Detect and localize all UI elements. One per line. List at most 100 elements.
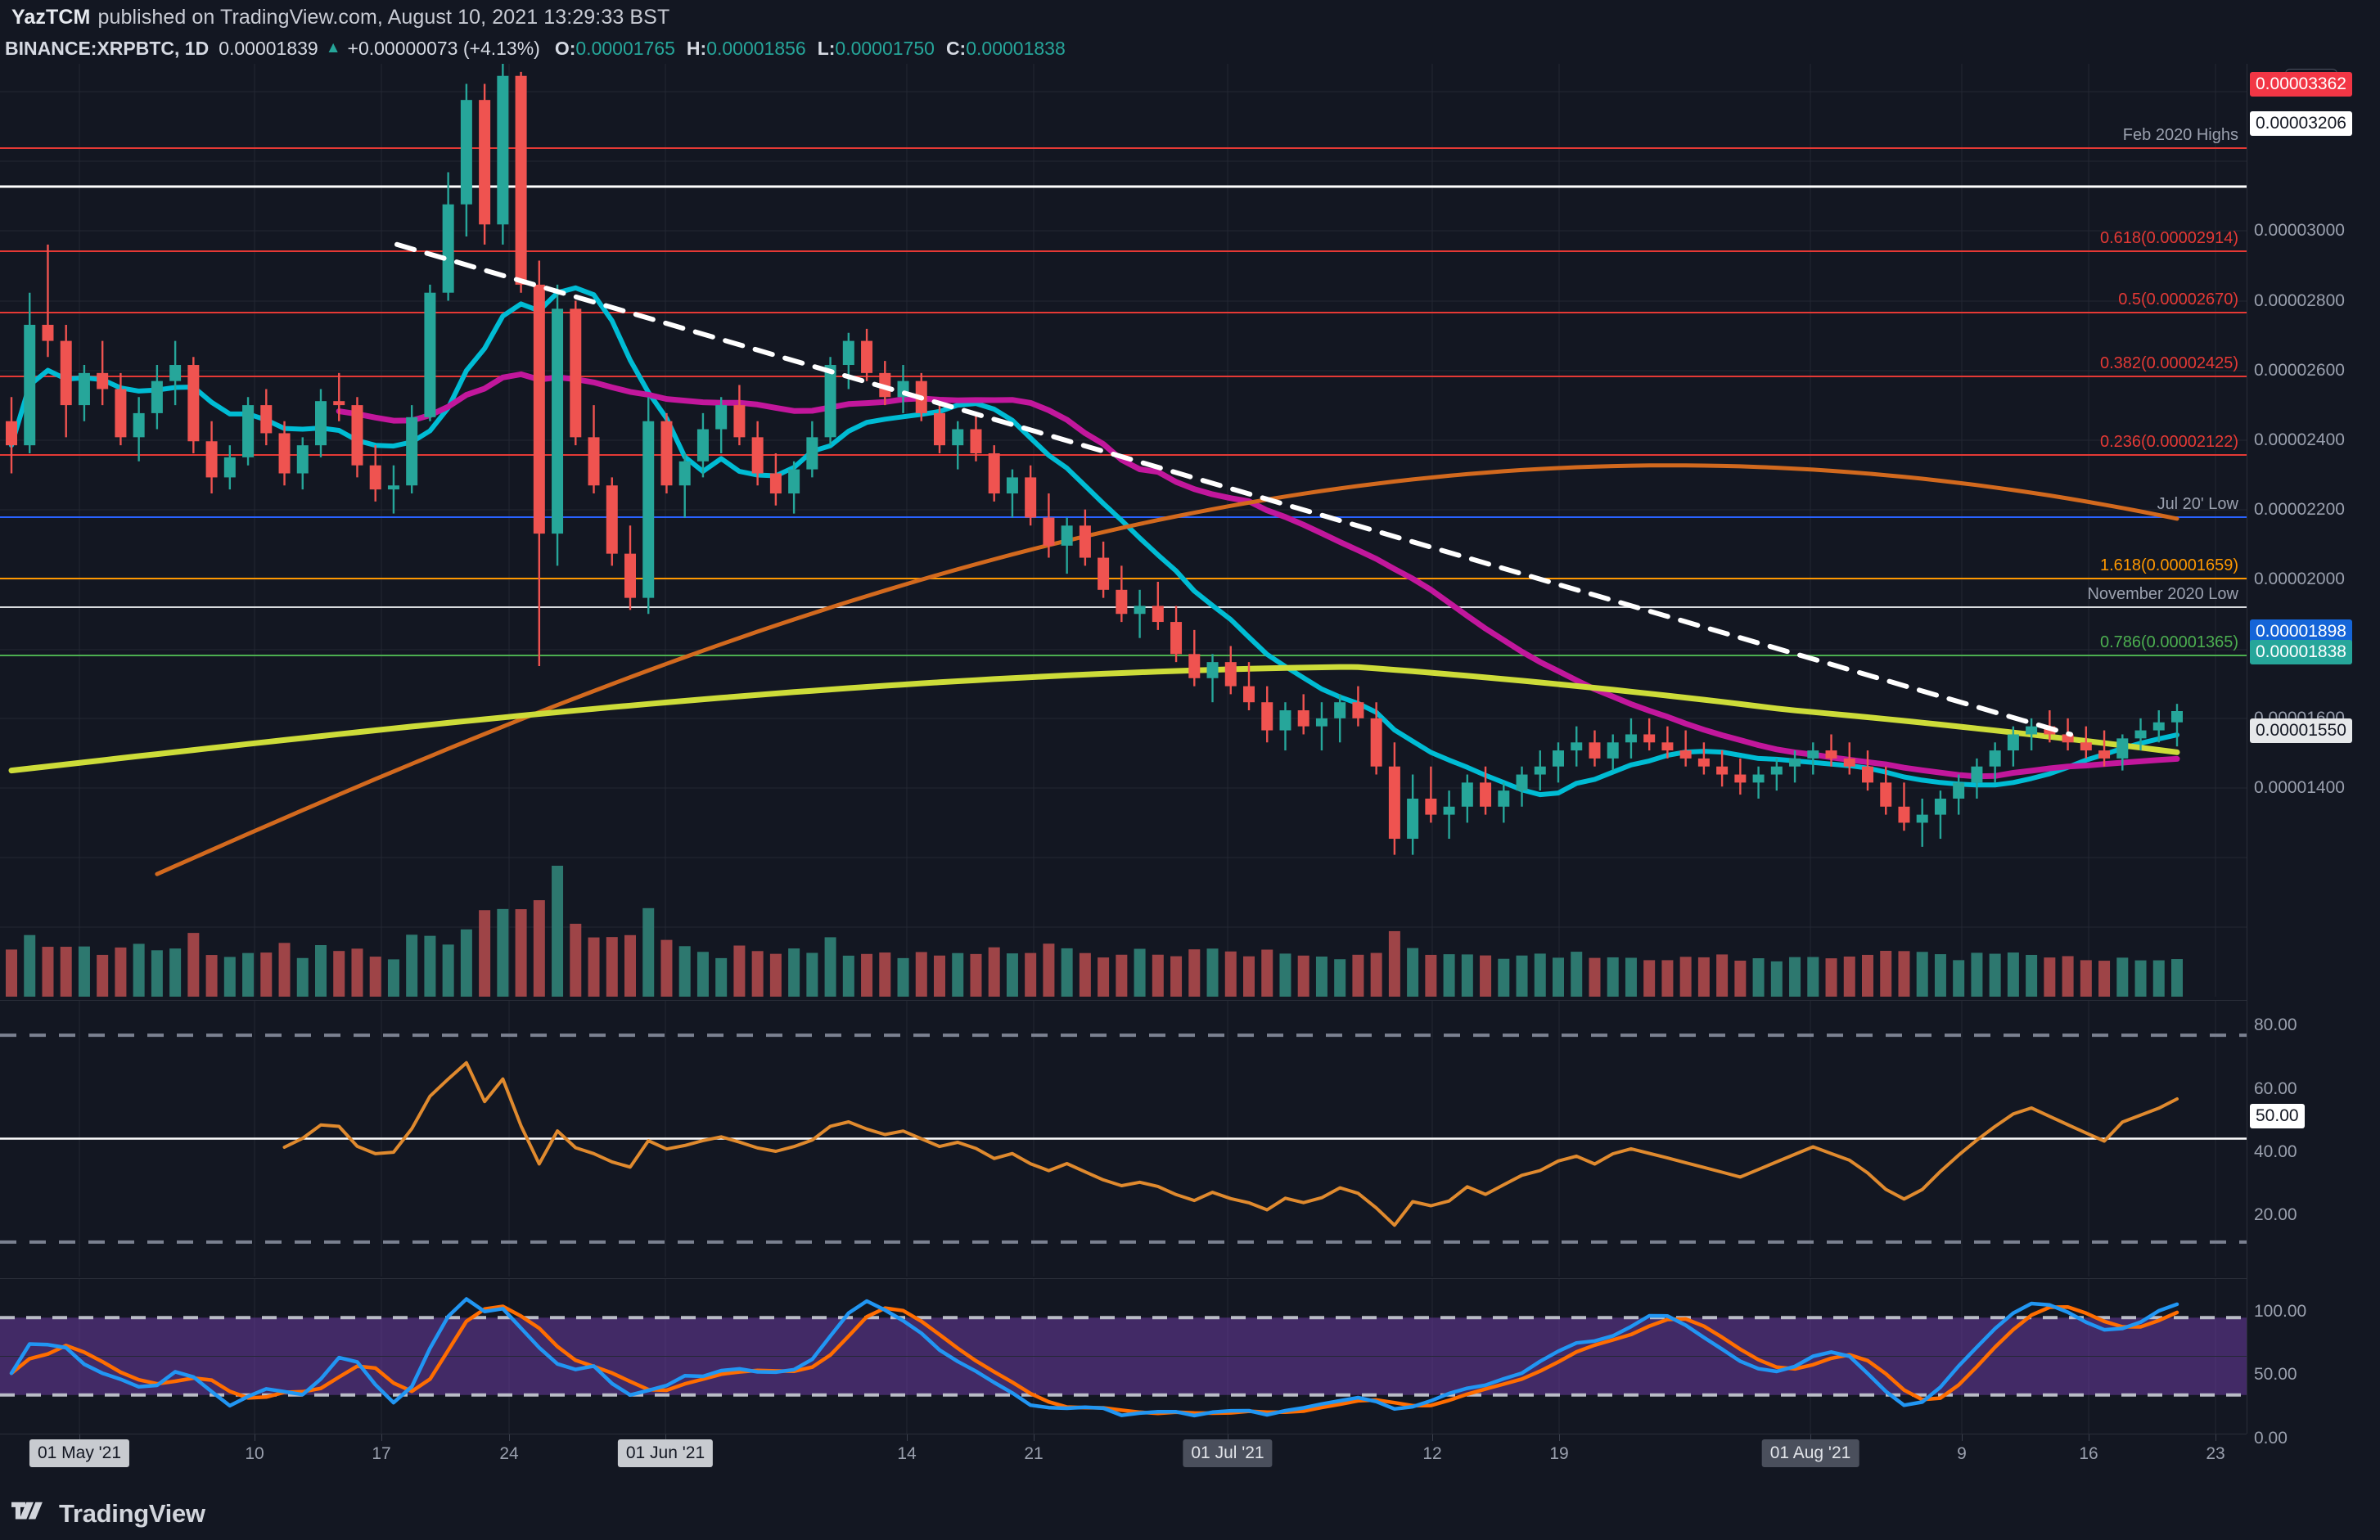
volume-bar [1206,948,1219,997]
candle-body [952,429,964,446]
open-value: O:0.00001765 [554,37,675,59]
volume-bar [1789,957,1801,997]
candle-body [678,461,691,486]
volume-bar [1534,953,1546,997]
volume-bar [1716,954,1729,997]
candle-body [6,421,17,446]
time-axis-tick: 17 [372,1444,391,1463]
candle-body [842,340,854,366]
candle-body [515,75,527,285]
volume-bar [1098,957,1110,997]
volume-bar [187,933,200,997]
candle-body [2098,750,2111,759]
stochastic-pane[interactable] [0,1278,2247,1434]
candle-body [1716,766,1729,775]
volume-bar [570,923,582,997]
candle-body [1152,606,1164,623]
rsi-line [282,1060,2179,1227]
price-axis-tick: 0.00 [2254,1429,2288,1448]
volume-bar [1697,957,1710,997]
candle-body [24,324,36,446]
candle-body [78,372,90,406]
candle-body [1934,798,1946,815]
candle-body [460,100,472,205]
price-pane[interactable]: Feb 2020 Highs 0.618(0.00002914) 0.5(0.000… [0,64,2247,997]
price-axis-tick: 0.00002000 [2254,570,2345,588]
candle-body [824,365,836,438]
level-label: November 2020 Low [2087,585,2238,603]
volume-bar [842,955,854,997]
level-label: 0.786(0.00001365) [2099,633,2238,651]
candle-body [497,75,509,225]
volume-bar [515,909,527,997]
candle-body [1170,622,1183,655]
volume-bar [642,907,655,997]
price-axis-tick: 20.00 [2254,1205,2297,1224]
candle-body [387,485,399,490]
symbol-label[interactable]: BINANCE:XRPBTC, 1D [5,37,210,59]
candle-body [970,429,982,453]
volume-bar [1679,957,1692,997]
candle-body [1643,734,1656,743]
candle-body [424,292,436,417]
level-label: 0.5(0.00002670) [2118,290,2238,308]
candle-body [1697,758,1710,767]
volume-bar [1243,956,1255,997]
stochastic-k-line [9,1297,2179,1418]
volume-bar [1553,957,1564,997]
time-tick-mark [665,1434,666,1441]
ma-slow-line [155,463,2179,876]
candle-body [1734,774,1747,783]
rsi-pane[interactable] [0,1000,2247,1277]
candle-body [769,473,782,494]
time-axis-tick: 24 [499,1444,519,1463]
candle-body [788,469,800,494]
candle-body [552,308,564,534]
volume-bar [296,957,309,997]
candle-body [223,457,236,478]
time-axis-tick: 12 [1422,1444,1442,1463]
volume-bar [1152,954,1164,997]
volume-bar [1279,953,1291,997]
candle-body [1498,790,1510,807]
candle-body [696,429,709,462]
volume-bar [552,866,564,997]
volume-bar [242,952,255,997]
volume-bar [42,947,54,997]
candle-body [1134,606,1146,615]
level-label: 0.618(0.00002914) [2099,229,2238,247]
volume-bar [1006,953,1018,997]
volume-bar [1370,952,1382,997]
volume-bar [151,950,163,997]
candle-body [1825,750,1837,759]
author-name: YazTCM [11,5,91,29]
candle-body [369,465,381,490]
volume-bar [2062,956,2074,997]
brand-name: TradingView [59,1499,205,1528]
volume-bar [879,952,891,997]
attribution-text: published on TradingView.com, August 10,… [97,5,670,29]
time-axis[interactable]: 01 May '21 10 17 24 01 Jun '21 14 21 01 Jul '21… [0,1434,2247,1473]
price-axis-tick: 80.00 [2254,1015,2297,1034]
candle-body [1916,814,1928,823]
candle-body [260,405,273,434]
candle-body [1480,782,1492,807]
candle-body [642,421,655,598]
volume-bar [1607,957,1619,997]
candle-body [2007,734,2019,751]
price-axis[interactable]: BTC 0.000034000.000030000.000028000.0000… [2247,64,2380,1448]
candle-body [2134,730,2147,739]
candle-body [1206,662,1219,678]
volume-bar [205,955,218,997]
candle-body [1516,774,1528,791]
time-tick-mark [509,1434,510,1441]
candle-body [861,340,873,373]
volume-bar [678,946,691,997]
volume-bar [1589,957,1601,997]
volume-bar [2007,952,2019,997]
volume-bar [1752,958,1765,997]
candle-body [1261,702,1273,731]
volume-bar [1352,954,1364,997]
candle-body [1061,525,1073,546]
candle-body [988,453,1000,494]
